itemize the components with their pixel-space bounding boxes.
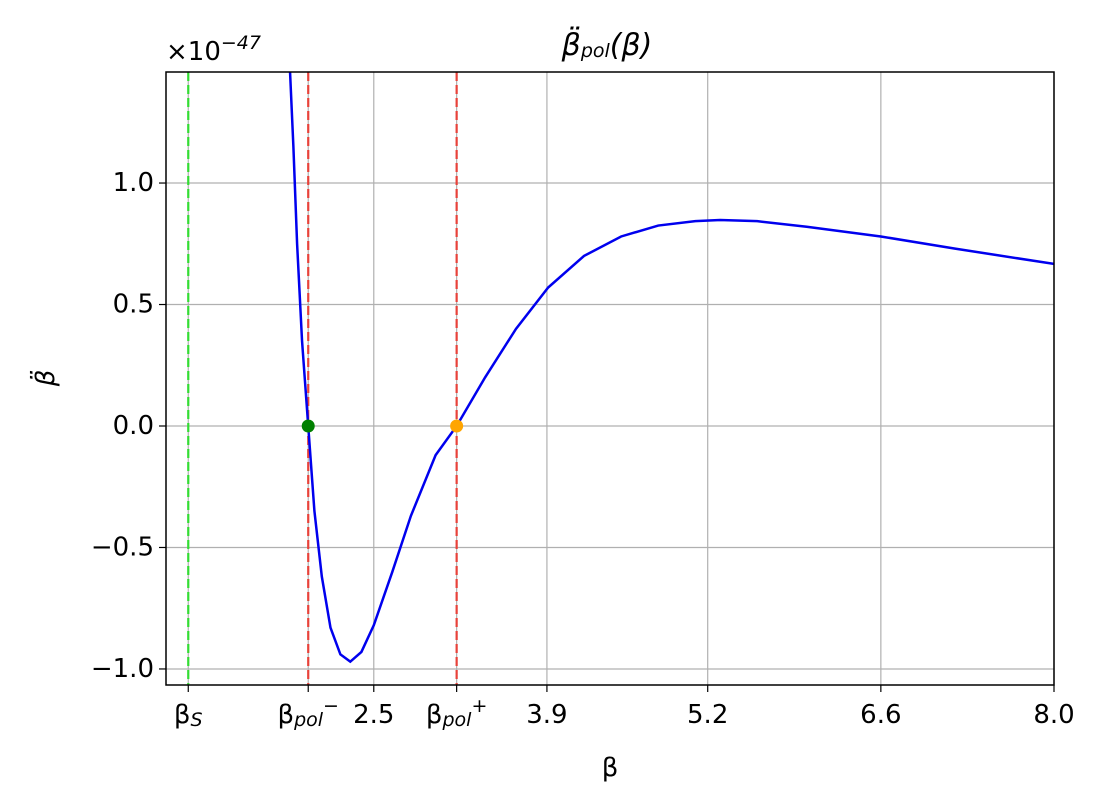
x-tick-label: 2.5	[353, 700, 394, 730]
y-tick-label: −1.0	[91, 653, 154, 683]
chart-title: β̈pol(β)	[561, 26, 653, 62]
y-tick-label: 1.0	[113, 168, 154, 198]
x-tick-label: 6.6	[860, 700, 901, 730]
x-tick-label: βS	[174, 700, 203, 732]
point	[450, 419, 464, 433]
axis-offset: ×10−47	[166, 32, 261, 67]
x-tick-label: βpol−	[277, 695, 338, 731]
y-axis-label: β̈	[28, 370, 61, 388]
x-tick-label: 3.9	[526, 700, 567, 730]
x-tick-label: 5.2	[687, 700, 728, 730]
plot-frame	[165, 71, 1055, 686]
x-tick-label: βpol+	[426, 695, 487, 731]
y-tick-label: 0.0	[113, 410, 154, 440]
point	[301, 419, 315, 433]
x-axis-label: β	[602, 753, 619, 783]
y-tick-label: 0.5	[113, 289, 154, 319]
y-tick-label: −0.5	[91, 532, 154, 562]
x-tick-label: 8.0	[1033, 700, 1074, 730]
line	[288, 72, 1054, 664]
